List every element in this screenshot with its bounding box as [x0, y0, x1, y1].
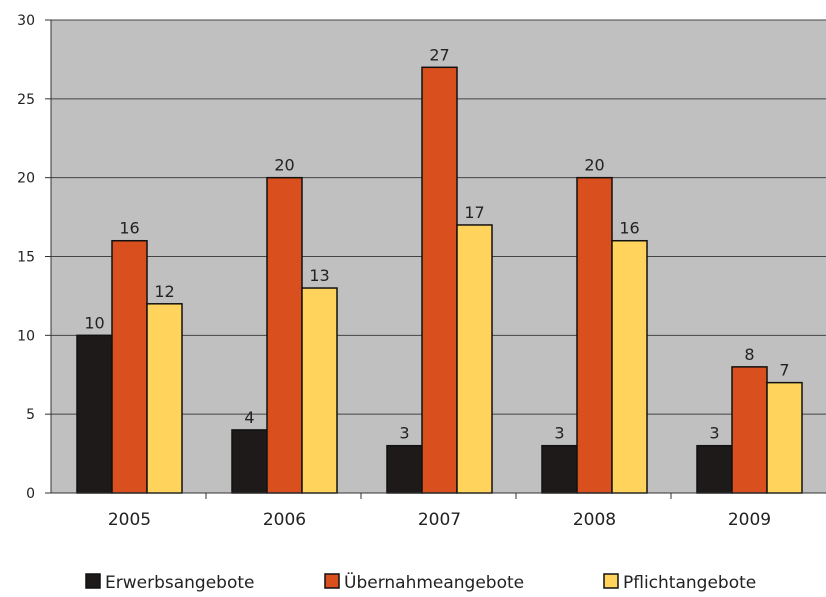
data-label: 17: [464, 203, 484, 222]
y-tick-label: 25: [17, 92, 35, 108]
bar-erwerbsangebote-2009: [696, 444, 733, 494]
legend-swatch: [85, 573, 101, 589]
data-labels: 10 16 12 4 20 13 3 27 17 3 20 16 3 8 7: [84, 45, 789, 442]
bar-übernahmeangebote-2009: [731, 366, 768, 494]
legend-label: Erwerbsangebote: [105, 573, 255, 593]
bar-pflichtangebote-2005: [146, 303, 183, 494]
data-label: 3: [709, 424, 719, 443]
data-label: 7: [779, 361, 789, 380]
data-label: 16: [619, 219, 639, 238]
bar-pflichtangebote-2007: [456, 224, 493, 494]
data-label: 8: [744, 345, 754, 364]
bar-pflichtangebote-2008: [611, 239, 648, 494]
data-label: 10: [84, 313, 104, 332]
bar-pflichtangebote-2006: [301, 287, 338, 494]
y-axis-ticks: 0 5 10 15 20 25 30: [17, 13, 51, 502]
bar-erwerbsangebote-2006: [231, 429, 268, 494]
x-tick-label: 2007: [418, 510, 461, 530]
bar-übernahmeangebote-2008: [576, 176, 613, 494]
bar-erwerbsangebote-2007: [386, 444, 423, 494]
x-axis-ticks: 2005 2006 2007 2008 2009: [108, 493, 771, 530]
x-tick-label: 2006: [263, 510, 306, 530]
legend-swatch: [324, 573, 340, 589]
legend: Erwerbsangebote Übernahmeangebote Pflichta…: [85, 571, 756, 593]
x-tick-label: 2009: [728, 510, 771, 530]
y-tick-label: 15: [17, 250, 35, 266]
legend-swatch: [603, 573, 619, 589]
legend-label: Pflichtangebote: [623, 573, 756, 593]
data-label: 12: [154, 282, 174, 301]
y-tick-label: 5: [26, 407, 35, 423]
data-label: 16: [119, 219, 139, 238]
data-label: 20: [274, 156, 294, 175]
data-label: 20: [584, 156, 604, 175]
bar-erwerbsangebote-2005: [76, 334, 113, 494]
bar-übernahmeangebote-2006: [266, 176, 303, 494]
data-label: 13: [309, 266, 329, 285]
bar-pflichtangebote-2009: [766, 381, 803, 494]
x-tick-label: 2005: [108, 510, 151, 530]
data-label: 27: [429, 45, 449, 64]
y-tick-label: 10: [17, 328, 35, 344]
y-tick-label: 20: [17, 171, 35, 187]
y-tick-label: 30: [17, 13, 35, 29]
x-tick-label: 2008: [573, 510, 616, 530]
bars: [76, 66, 803, 494]
y-tick-label: 0: [26, 486, 35, 502]
legend-label: Übernahmeangebote: [344, 571, 524, 593]
data-label: 4: [244, 408, 254, 427]
data-label: 3: [399, 424, 409, 443]
bar-übernahmeangebote-2007: [421, 66, 458, 494]
bar-erwerbsangebote-2008: [541, 444, 578, 494]
data-label: 3: [554, 424, 564, 443]
bar-übernahmeangebote-2005: [111, 239, 148, 494]
